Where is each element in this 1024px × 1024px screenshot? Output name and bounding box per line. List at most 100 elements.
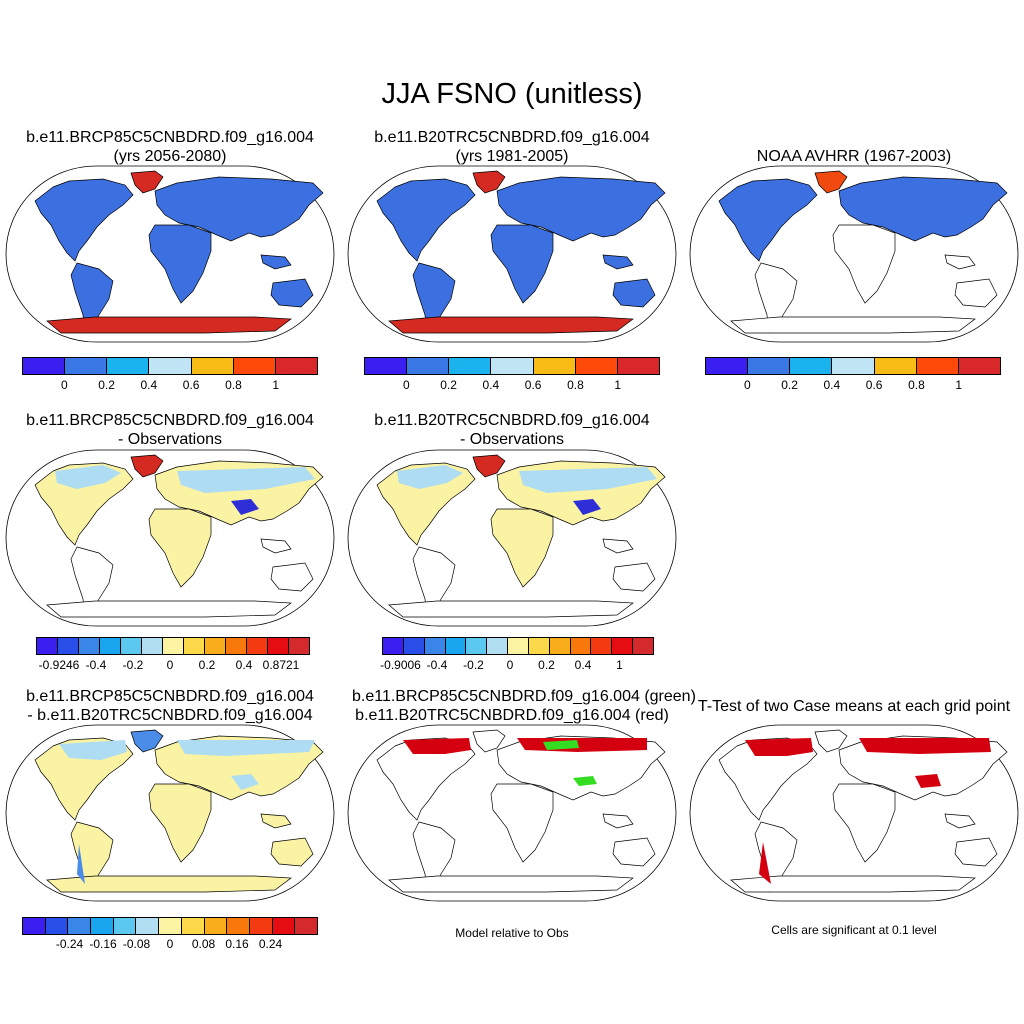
australia-landmass: [612, 278, 656, 308]
colorbar-swatch: [275, 358, 317, 374]
panel-2-title: b.e11.B20TRC5CNBDRD.f09_g16.004 (yrs 198…: [352, 128, 672, 166]
colorbar-swatch: [91, 918, 114, 934]
colorbar-tick-label: -0.16: [89, 937, 117, 951]
maritime-continent-landmass: [602, 254, 634, 270]
colorbar-swatch: [449, 358, 492, 374]
colorbar-swatch: [184, 638, 205, 654]
colorbar-swatch: [227, 918, 250, 934]
australia-landmass: [270, 278, 314, 308]
colorbar-swatch: [832, 358, 875, 374]
colorbar-swatch: [68, 918, 92, 934]
map-panel-4-future-minus-obs: [5, 449, 335, 627]
colorbar-swatch: [23, 918, 46, 934]
figure-title: JJA FSNO (unitless): [381, 78, 643, 110]
africa-landmass: [490, 508, 554, 588]
colorbar-swatch: [181, 918, 205, 934]
colorbar-panel-3: [705, 357, 1001, 375]
colorbar-swatch: [549, 638, 571, 654]
colorbar-swatch: [958, 358, 1000, 374]
panel-1-title-line1: b.e11.BRCP85C5CNBDRD.f09_g16.004: [26, 129, 314, 146]
colorbar-panel-6-ticks: -0.24 -0.16 -0.08 0 0.08 0.16 0.24: [36, 937, 304, 951]
significant-cells-eurasia: [859, 738, 991, 754]
colorbar-panel-4-ticks: -0.9246 -0.4 -0.2 0 0.2 0.4 0.8721: [22, 658, 318, 672]
colorbar-tick-label: 0.6: [182, 378, 200, 392]
colorbar-swatch: [149, 358, 192, 374]
colorbar-swatch: [617, 358, 659, 374]
colorbar-swatch: [575, 358, 618, 374]
andes-overlay: [77, 844, 85, 884]
colorbar-tick-label: 1: [955, 378, 963, 392]
colorbar-swatch: [533, 358, 576, 374]
panel-8-title-line1: T-Test of two Case means at each grid po…: [697, 698, 1011, 715]
australia-landmass: [270, 562, 314, 592]
colorbar-swatch: [163, 638, 184, 654]
map-panel-1-future-snow-fraction: [5, 165, 335, 343]
map-panel-7-model-relative-to-obs: [347, 724, 677, 902]
colorbar-tick-label: 0.4: [574, 658, 592, 672]
panel-8-title: T-Test of two Case means at each grid po…: [694, 697, 1014, 716]
colorbar-tick-label: 0: [60, 378, 68, 392]
africa-landmass: [832, 224, 896, 304]
snow-deficit-overlay-north-america: [55, 465, 121, 489]
eurasia-landmass: [838, 176, 1008, 242]
panel-5-title: b.e11.B20TRC5CNBDRD.f09_g16.004 - Observ…: [352, 411, 672, 449]
panel-4-title-line2: - Observations: [117, 431, 223, 448]
maritime-continent-landmass: [260, 538, 292, 554]
maritime-continent-landmass: [602, 538, 634, 554]
colorbar-tick-label: -0.08: [122, 937, 151, 951]
map-panel-3-observed-snow-fraction: [689, 165, 1019, 343]
africa-landmass: [490, 783, 554, 863]
north-america-landmass: [34, 178, 134, 262]
colorbar-swatch: [591, 638, 613, 654]
colorbar-swatch: [570, 638, 592, 654]
colorbar-swatch: [249, 918, 273, 934]
snow-deficit-overlay-eurasia: [519, 467, 657, 493]
colorbar-swatch: [403, 638, 425, 654]
colorbar-swatch: [37, 638, 58, 654]
colorbar-swatch: [612, 638, 634, 654]
colorbar-tick-label: 0.4: [823, 378, 841, 392]
panel-7-title-line2: b.e11.B20TRC5CNBDRD.f09_g16.004 (red): [355, 707, 669, 724]
antarctica-landmass: [46, 875, 292, 893]
eurasia-landmass: [496, 176, 666, 242]
colorbar-swatch: [79, 638, 100, 654]
colorbar-tick-label: 1: [272, 378, 280, 392]
panel-4-title: b.e11.BRCP85C5CNBDRD.f09_g16.004 - Obser…: [10, 411, 330, 449]
colorbar-swatch: [121, 638, 142, 654]
panel-3-title: NOAA AVHRR (1967-2003): [694, 147, 1014, 166]
colorbar-swatch: [487, 638, 509, 654]
future-model-overlay-tibet: [573, 776, 597, 786]
africa-landmass: [148, 783, 212, 863]
greenland-landmass: [814, 170, 848, 194]
colorbar-tick-label: 0.6: [524, 378, 542, 392]
colorbar-swatch: [706, 358, 749, 374]
colorbar-tick-label: -0.2: [463, 658, 484, 672]
map-panel-8-ttest-significance: [689, 724, 1019, 902]
colorbar-swatch: [159, 918, 182, 934]
colorbar-swatch: [748, 358, 791, 374]
maritime-continent-landmass: [260, 254, 292, 270]
colorbar-tick-label: 1: [614, 378, 622, 392]
colorbar-swatch: [233, 358, 276, 374]
antarctica-landmass: [388, 875, 634, 893]
panel-7-title: b.e11.BRCP85C5CNBDRD.f09_g16.004 (green)…: [352, 687, 696, 725]
colorbar-panel-1-ticks: 0 0.2 0.4 0.6 0.8 1: [22, 378, 318, 392]
colorbar-tick-label: 0.2: [538, 658, 555, 672]
colorbar-swatch: [191, 358, 234, 374]
map-panel-6-future-minus-historical: [5, 724, 335, 902]
antarctica-landmass: [730, 875, 976, 893]
colorbar-tick-label: 0.08: [191, 937, 216, 951]
tibetan-plateau-overlay: [573, 499, 601, 515]
colorbar-swatch: [528, 638, 550, 654]
north-america-landmass: [718, 178, 818, 262]
colorbar-swatch: [100, 638, 121, 654]
snow-loss-overlay-eurasia: [177, 740, 315, 756]
antarctica-landmass: [730, 316, 976, 334]
greenland-landmass: [130, 454, 164, 478]
greenland-landmass: [130, 729, 164, 753]
greenland-landmass: [472, 170, 506, 194]
antarctica-landmass: [388, 600, 634, 618]
colorbar-swatch: [142, 638, 163, 654]
colorbar-swatch: [508, 638, 529, 654]
panel-1-title: b.e11.BRCP85C5CNBDRD.f09_g16.004 (yrs 20…: [10, 128, 330, 166]
